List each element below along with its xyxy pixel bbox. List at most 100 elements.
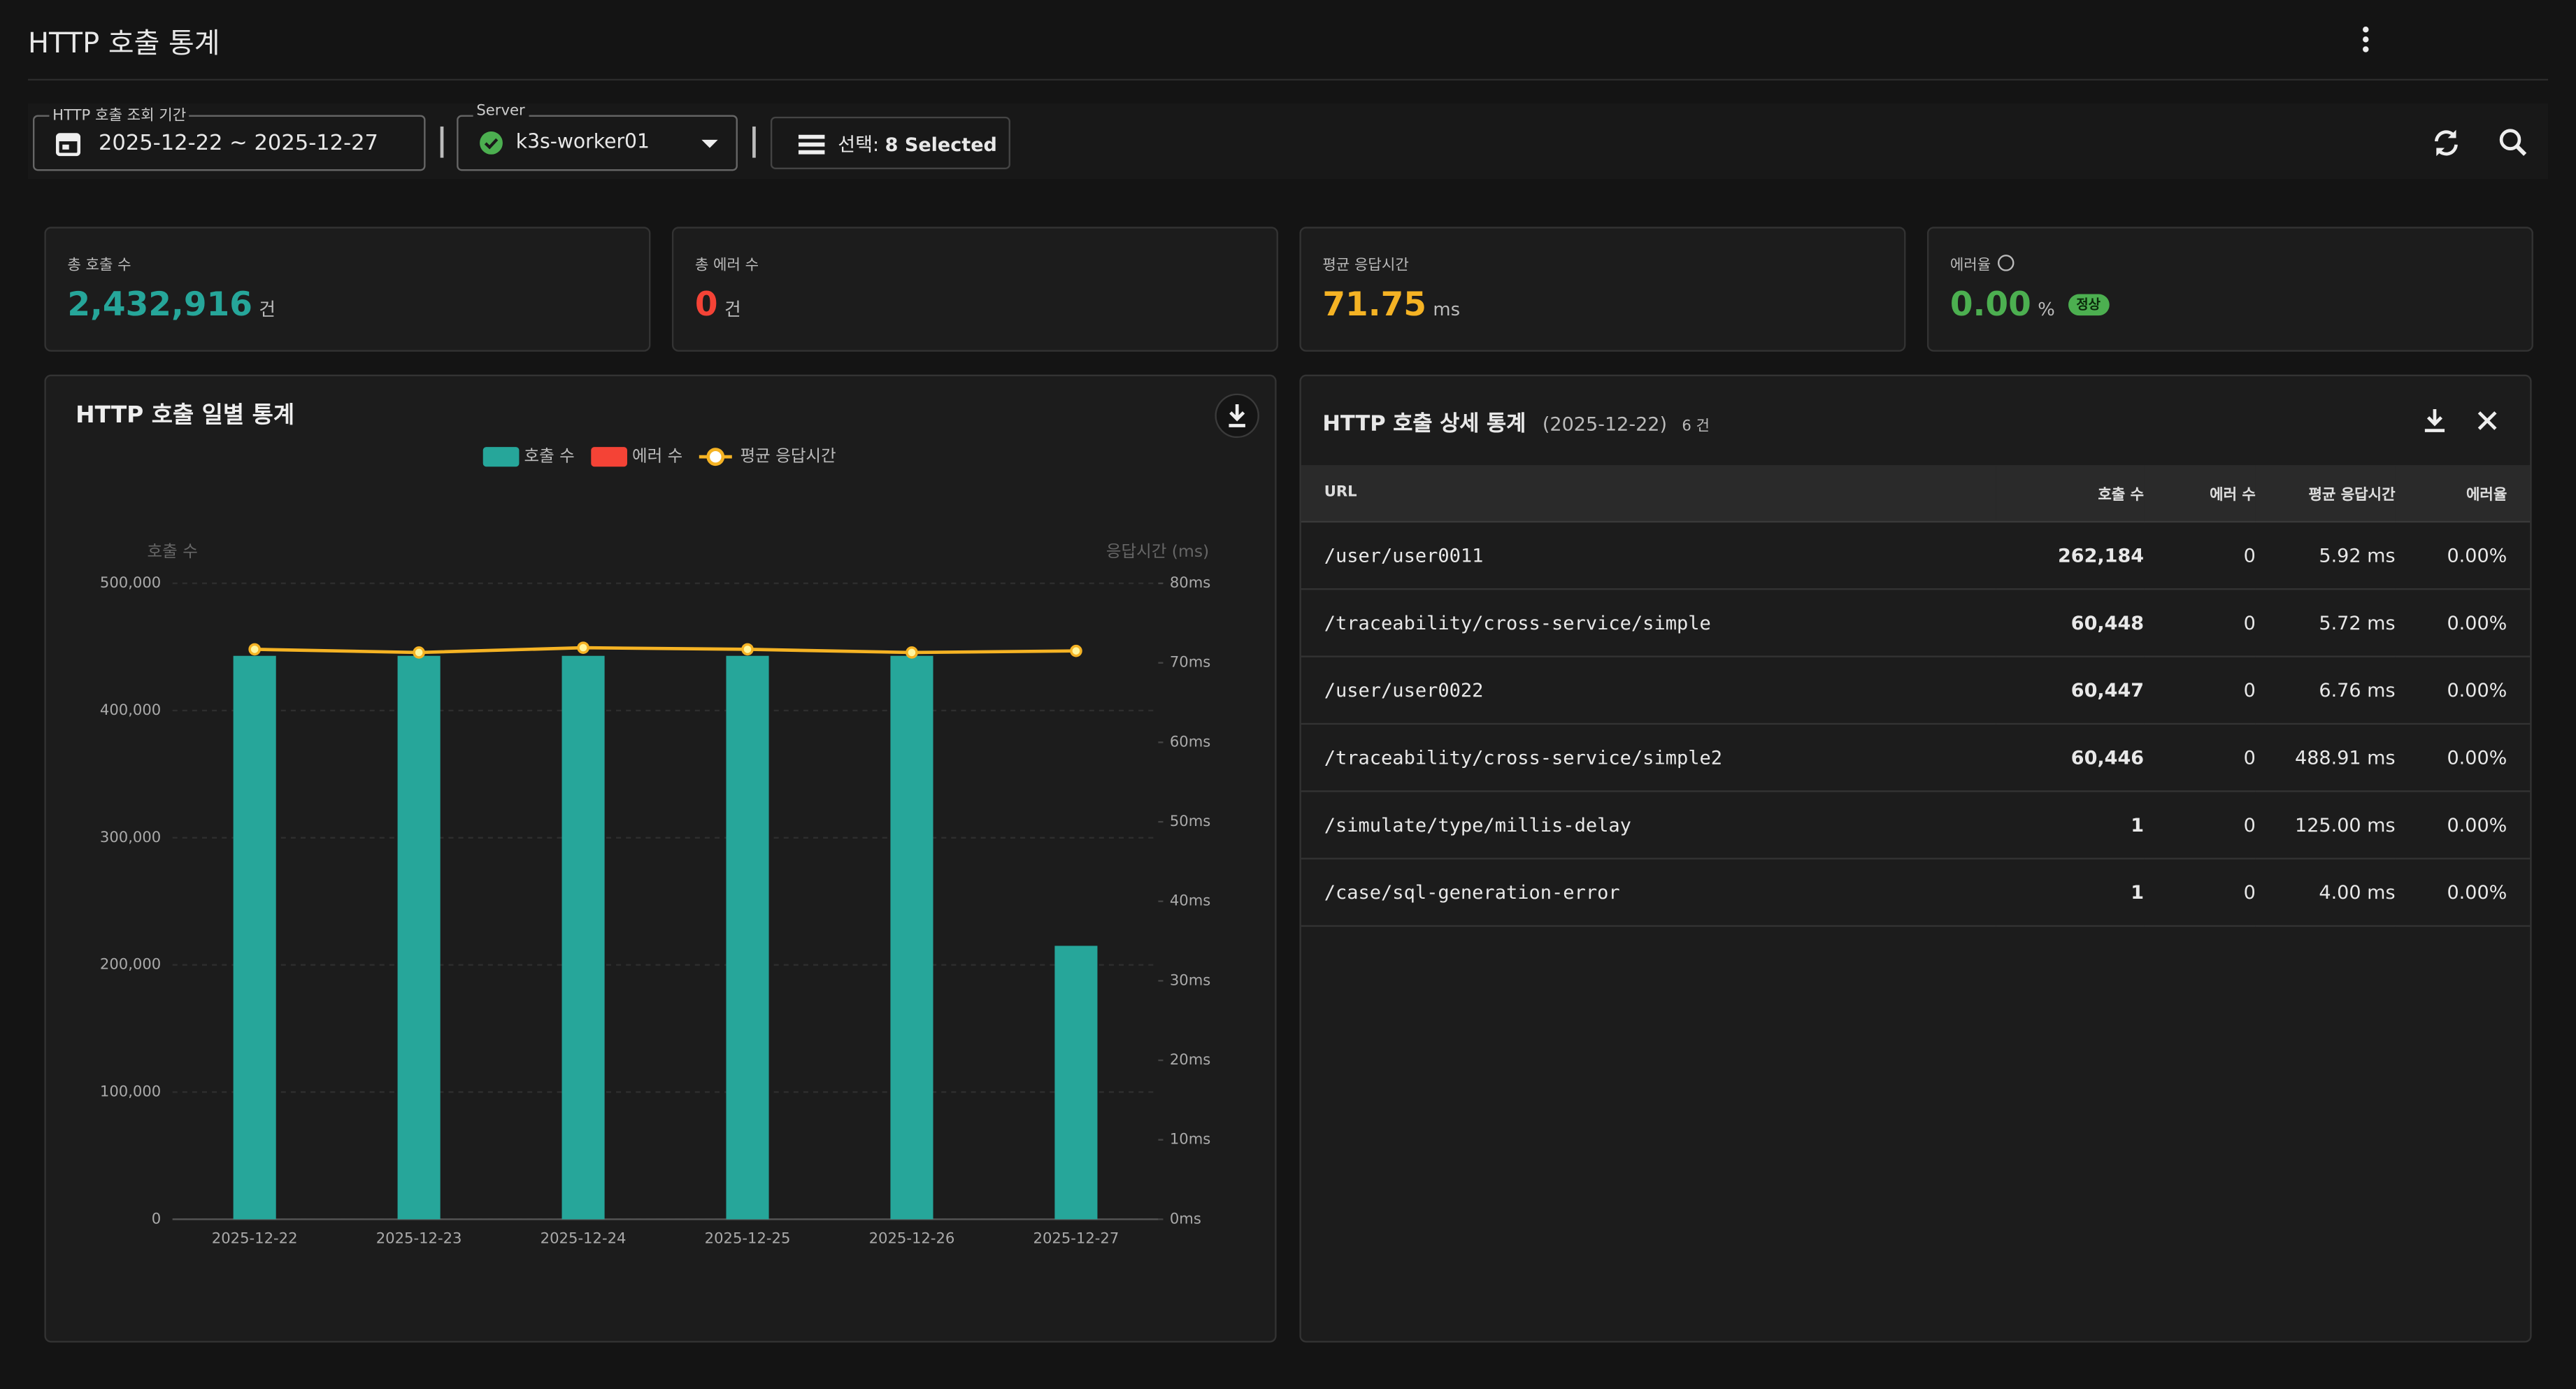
close-button[interactable]	[2476, 409, 2499, 432]
table-cell: 0	[2144, 859, 2256, 926]
period-field[interactable]: HTTP 호출 조회 기간 2025-12-22 ~ 2025-12-27	[33, 115, 426, 171]
chart-title: HTTP 호출 일별 통계	[76, 401, 294, 428]
kpi-label: 총 호출 수	[67, 253, 131, 275]
table-cell: /case/sql-generation-error	[1301, 859, 1996, 926]
bar	[562, 656, 605, 1220]
table-cell: /traceability/cross-service/simple2	[1301, 724, 1996, 791]
y2-tick-label: 80ms	[1170, 574, 1210, 591]
download-button[interactable]	[2424, 408, 2447, 434]
y2-tick-label: 40ms	[1170, 892, 1210, 909]
kpi-unit: ms	[1433, 299, 1460, 321]
search-button[interactable]	[2499, 128, 2528, 157]
table-cell: 0.00%	[2396, 522, 2531, 589]
table-row: /user/user0011262,18405.92 ms0.00%	[1301, 522, 2530, 589]
detail-title: HTTP 호출 상세 통계	[1322, 413, 1526, 437]
line-point	[578, 643, 588, 653]
table-cell: 0	[2144, 522, 2256, 589]
kpi-value: 2,432,916 건	[67, 284, 276, 323]
y2-tick-label: 30ms	[1170, 971, 1210, 988]
detail-header: HTTP 호출 상세 통계 (2025-12-22) 6 건	[1322, 406, 1710, 437]
table-cell: 125.00 ms	[2256, 791, 2396, 858]
kpi-number: 0	[695, 284, 718, 323]
kpi-unit: 건	[259, 299, 276, 321]
legend-swatch	[483, 447, 520, 466]
kpi-number: 2,432,916	[67, 284, 252, 323]
selection-button[interactable]: 선택: 8 Selected	[771, 117, 1010, 169]
legend-swatch	[708, 450, 723, 464]
filter-bar: HTTP 호출 조회 기간 2025-12-22 ~ 2025-12-27 Se…	[28, 104, 2548, 179]
kpi-label: 총 에러 수	[695, 253, 759, 275]
list-icon	[799, 135, 825, 155]
page-title: HTTP 호출 통계	[28, 20, 220, 61]
kpi-unit: %	[2038, 299, 2055, 321]
y2-tick-label: 10ms	[1170, 1130, 1210, 1148]
kpi-label-text: 평균 응답시간	[1322, 258, 1408, 274]
bar	[398, 656, 441, 1220]
y-tick-label: 100,000	[100, 1082, 161, 1099]
selection-value: 8 Selected	[885, 133, 997, 156]
table-cell: 262,184	[1996, 522, 2144, 589]
x-tick-label: 2025-12-27	[1033, 1230, 1119, 1247]
table-cell: 6.76 ms	[2256, 657, 2396, 724]
table-cell: /traceability/cross-service/simple	[1301, 589, 1996, 656]
table-cell: 1	[1996, 859, 2144, 926]
line	[255, 648, 1076, 653]
line-point	[414, 648, 424, 657]
chart-panel: HTTP 호출 일별 통계 0100,000200,000300,000400,…	[44, 375, 1276, 1343]
table-row: /simulate/type/millis-delay10125.00 ms0.…	[1301, 791, 2530, 858]
selection-prefix: 선택:	[838, 133, 879, 156]
x-tick-label: 2025-12-25	[705, 1230, 791, 1247]
kpi-value: 0.00% 정상	[1950, 284, 2109, 323]
calendar-icon	[56, 130, 80, 157]
status-badge: 정상	[2068, 294, 2109, 316]
y2-tick-label: 20ms	[1170, 1050, 1210, 1068]
table-cell: 0.00%	[2396, 724, 2531, 791]
server-field[interactable]: Server k3s-worker01	[457, 115, 738, 171]
y2-tick-label: 0ms	[1170, 1209, 1201, 1227]
table-cell: /user/user0011	[1301, 522, 1996, 589]
legend-label: 에러 수	[632, 446, 682, 466]
separator	[441, 127, 444, 158]
header-row: URL호출 수에러 수평균 응답시간에러율	[1301, 465, 2530, 522]
kpi-label-text: 총 에러 수	[695, 258, 759, 274]
y-tick-label: 300,000	[100, 828, 161, 846]
column-header: 평균 응답시간	[2256, 465, 2396, 522]
refresh-button[interactable]	[2431, 128, 2461, 157]
table-cell: 0	[2144, 791, 2256, 858]
kpi-label-text: 에러율	[1950, 258, 1991, 274]
menu-button[interactable]	[2352, 23, 2379, 56]
table-cell: 0.00%	[2396, 657, 2531, 724]
kpi-label: 에러율	[1950, 253, 2014, 275]
table-cell: 60,448	[1996, 589, 2144, 656]
table-cell: /simulate/type/millis-delay	[1301, 791, 1996, 858]
detail-table-wrap: URL호출 수에러 수평균 응답시간에러율/user/user0011262,1…	[1301, 465, 2530, 927]
y-tick-label: 200,000	[100, 955, 161, 973]
chart: HTTP 호출 일별 통계 0100,000200,000300,000400,…	[46, 376, 1275, 1341]
detail-panel: HTTP 호출 상세 통계 (2025-12-22) 6 건 URL호출 수에러…	[1299, 375, 2531, 1343]
table-row: /traceability/cross-service/simple260,44…	[1301, 724, 2530, 791]
x-tick-label: 2025-12-23	[376, 1230, 462, 1247]
kpi-value: 0건	[695, 284, 741, 323]
column-header: 에러 수	[2144, 465, 2256, 522]
field-label: Server	[473, 104, 529, 120]
table-cell: 5.92 ms	[2256, 522, 2396, 589]
selection-text: 선택: 8 Selected	[838, 131, 997, 158]
kpi-number: 0.00	[1950, 284, 2031, 323]
table-cell: 0	[2144, 589, 2256, 656]
kpi-label-text: 총 호출 수	[67, 258, 131, 274]
kpi-number: 71.75	[1322, 284, 1426, 323]
y-axis-title: 호출 수	[148, 541, 198, 561]
kpi-card: 평균 응답시간 71.75 ms	[1299, 227, 1905, 352]
kpi-card: 총 에러 수 0건	[672, 227, 1278, 352]
download-button[interactable]	[1216, 394, 1259, 437]
y-tick-label: 500,000	[100, 574, 161, 591]
y-tick-label: 400,000	[100, 701, 161, 718]
bar	[234, 656, 276, 1220]
table-row: /traceability/cross-service/simple60,448…	[1301, 589, 2530, 656]
line-point	[743, 644, 752, 654]
table-cell: 0	[2144, 724, 2256, 791]
detail-table: URL호출 수에러 수평균 응답시간에러율/user/user0011262,1…	[1301, 465, 2530, 927]
table-cell: 0.00%	[2396, 589, 2531, 656]
table-cell: 0	[2144, 657, 2256, 724]
